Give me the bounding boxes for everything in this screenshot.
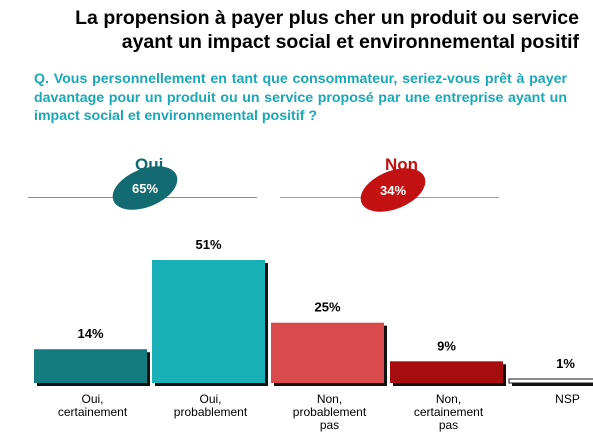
- category-label: probablement: [293, 405, 367, 419]
- group-value-oui: 65%: [132, 181, 158, 196]
- category-label: Oui,: [81, 392, 103, 406]
- title-line-1: La propension à payer plus cher un produ…: [75, 7, 579, 29]
- bar-value-label: 51%: [195, 237, 221, 252]
- chart-title: La propension à payer plus cher un produ…: [4, 6, 579, 54]
- category-label: pas: [320, 418, 339, 432]
- bar-value-label: 25%: [314, 300, 340, 315]
- bar: [390, 361, 503, 383]
- bar-value-label: 1%: [556, 356, 575, 371]
- bar: [34, 349, 147, 383]
- bar-value-label: 9%: [437, 338, 456, 353]
- group-value-non: 34%: [380, 183, 406, 198]
- category-label: NSP: [555, 392, 580, 406]
- category-label: Non,: [436, 392, 461, 406]
- bar: [152, 260, 265, 383]
- category-label: certainement: [58, 405, 128, 419]
- category-label: probablement: [174, 405, 248, 419]
- category-label: pas: [439, 418, 458, 432]
- bar: [508, 378, 593, 384]
- category-label: certainement: [414, 405, 484, 419]
- bar-shadow: [512, 382, 593, 386]
- bar-value-label: 14%: [77, 326, 103, 341]
- category-label: Non,: [317, 392, 342, 406]
- survey-question: Q. Vous personnellement en tant que cons…: [34, 71, 567, 124]
- title-line-2: ayant un impact social et environnementa…: [121, 31, 579, 53]
- category-label: Oui,: [199, 392, 221, 406]
- bar: [271, 322, 384, 383]
- group-bubble-non: [360, 168, 426, 212]
- group-bubble-oui: [112, 166, 178, 210]
